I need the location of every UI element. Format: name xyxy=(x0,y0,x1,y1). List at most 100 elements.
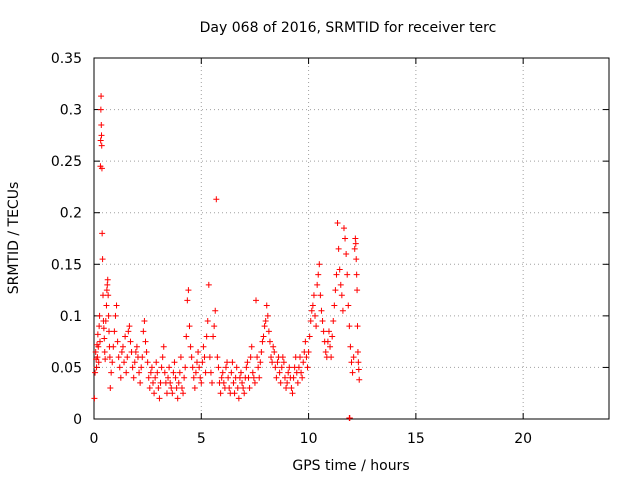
data-point xyxy=(114,338,121,345)
data-point xyxy=(237,369,244,376)
data-point xyxy=(352,240,359,247)
data-point xyxy=(197,374,204,381)
data-point xyxy=(167,379,174,386)
data-point xyxy=(346,323,353,330)
data-point xyxy=(204,318,211,325)
y-tick-label: 0.1 xyxy=(60,309,82,325)
data-point xyxy=(348,359,355,366)
data-point xyxy=(263,302,270,309)
data-point xyxy=(310,292,317,299)
data-point xyxy=(200,343,207,350)
data-point xyxy=(249,369,256,376)
data-point xyxy=(131,359,138,366)
data-point xyxy=(100,325,107,332)
data-point xyxy=(334,220,341,227)
data-point xyxy=(218,374,225,381)
data-point xyxy=(245,374,252,381)
data-point xyxy=(284,379,291,386)
data-point xyxy=(105,292,112,299)
data-point xyxy=(196,364,203,371)
data-point xyxy=(305,348,312,355)
data-point xyxy=(228,369,235,376)
data-point xyxy=(121,359,128,366)
data-point xyxy=(108,369,115,376)
data-point xyxy=(133,343,140,350)
data-point xyxy=(332,287,339,294)
data-point xyxy=(157,379,164,386)
data-point xyxy=(278,364,285,371)
data-point xyxy=(115,354,122,361)
data-point xyxy=(352,235,359,242)
data-point xyxy=(219,369,226,376)
data-point xyxy=(318,307,325,314)
data-point xyxy=(353,256,360,263)
data-point xyxy=(324,338,331,345)
data-point xyxy=(92,369,99,376)
data-point xyxy=(122,333,129,340)
data-point xyxy=(125,328,132,335)
data-point xyxy=(353,271,360,278)
data-point xyxy=(143,348,150,355)
data-point xyxy=(342,235,349,242)
data-point xyxy=(335,245,342,252)
data-point xyxy=(111,328,118,335)
data-point xyxy=(189,364,196,371)
x-tick-label: 0 xyxy=(90,431,99,447)
data-point xyxy=(317,292,324,299)
data-point xyxy=(158,364,165,371)
data-point xyxy=(330,318,337,325)
data-point xyxy=(117,374,124,381)
data-point xyxy=(350,354,357,361)
data-point xyxy=(177,354,184,361)
data-point xyxy=(185,287,192,294)
data-point xyxy=(314,281,321,288)
data-point xyxy=(214,354,221,361)
data-point xyxy=(142,338,149,345)
data-point xyxy=(183,333,190,340)
data-point xyxy=(148,364,155,371)
data-point xyxy=(222,364,229,371)
data-point xyxy=(98,132,105,139)
data-point xyxy=(302,338,309,345)
data-point xyxy=(190,374,197,381)
data-point xyxy=(212,307,219,314)
data-point xyxy=(104,281,111,288)
data-point xyxy=(99,230,106,237)
y-tick-label: 0.35 xyxy=(51,51,82,67)
data-point xyxy=(136,369,143,376)
data-point xyxy=(351,245,358,252)
data-point xyxy=(94,331,101,338)
data-point xyxy=(144,359,151,366)
y-tick-label: 0.05 xyxy=(51,360,82,376)
data-point xyxy=(174,395,181,402)
data-point xyxy=(97,137,104,144)
data-point xyxy=(285,369,292,376)
data-point xyxy=(97,338,104,345)
data-point xyxy=(297,354,303,361)
data-point xyxy=(247,354,254,361)
data-point xyxy=(340,225,347,232)
data-point xyxy=(107,385,114,392)
data-point xyxy=(102,318,109,325)
data-point xyxy=(109,359,116,366)
data-point xyxy=(299,374,306,381)
data-point xyxy=(355,359,362,366)
data-point xyxy=(123,369,130,376)
data-point xyxy=(254,354,261,361)
y-tick-label: 0.25 xyxy=(51,154,82,170)
data-point xyxy=(345,302,352,309)
data-point xyxy=(239,379,246,386)
data-point xyxy=(91,395,98,402)
data-point xyxy=(94,354,101,361)
data-point xyxy=(103,302,110,309)
data-point xyxy=(354,287,361,294)
data-point xyxy=(298,369,305,376)
data-point xyxy=(307,318,314,325)
grid xyxy=(94,58,609,419)
data-point xyxy=(151,390,158,397)
data-point xyxy=(236,374,243,381)
data-point xyxy=(343,250,350,257)
data-point xyxy=(329,333,336,340)
data-point xyxy=(354,348,361,355)
data-point xyxy=(319,318,326,325)
